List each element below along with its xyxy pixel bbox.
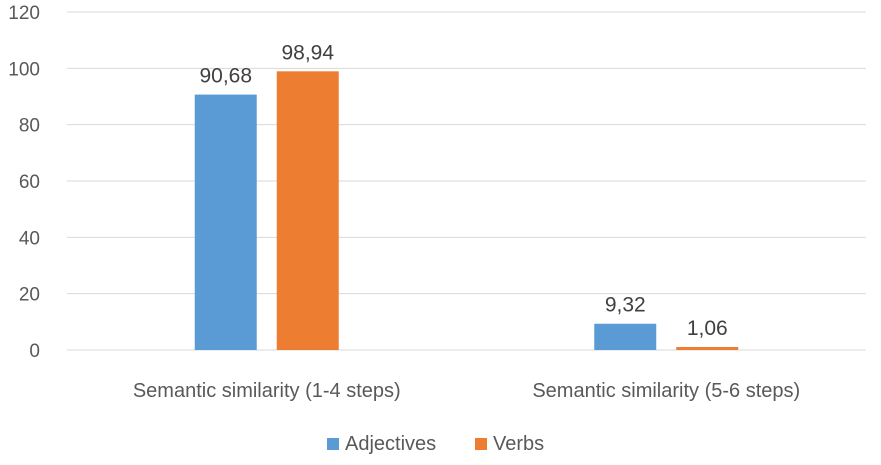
legend-swatch-verbs [475, 438, 487, 450]
data-labels: 90,68 98,94 9,32 1,06 [199, 41, 727, 340]
legend-label-verbs: Verbs [493, 433, 544, 455]
y-tick-label: 80 [19, 116, 40, 137]
y-tick-label: 40 [19, 228, 40, 249]
y-axis-ticks: 0 20 40 60 80 100 120 [8, 3, 40, 362]
data-label: 90,68 [199, 65, 252, 88]
legend-swatch-adjectives [327, 438, 339, 450]
bars [194, 71, 739, 351]
bar-verbs-2 [676, 347, 739, 350]
x-axis-categories: Semantic similarity (1-4 steps) Semantic … [133, 380, 800, 402]
x-category-label: Semantic similarity (5-6 steps) [532, 380, 800, 402]
y-tick-label: 100 [8, 59, 40, 80]
legend-label-adjectives: Adjectives [345, 433, 436, 455]
data-label: 98,94 [281, 41, 334, 64]
y-tick-label: 120 [8, 3, 40, 24]
data-label: 9,32 [605, 294, 646, 317]
y-tick-label: 0 [29, 341, 40, 362]
y-tick-label: 60 [19, 172, 40, 193]
bar-verbs-1 [276, 71, 339, 350]
y-tick-label: 20 [19, 285, 40, 306]
data-label: 1,06 [687, 317, 728, 340]
x-category-label: Semantic similarity (1-4 steps) [133, 380, 401, 402]
legend: Adjectives Verbs [327, 433, 544, 455]
bar-adjectives-1 [194, 94, 257, 351]
bar-adjectives-2 [594, 323, 657, 350]
gridlines [67, 11, 866, 351]
